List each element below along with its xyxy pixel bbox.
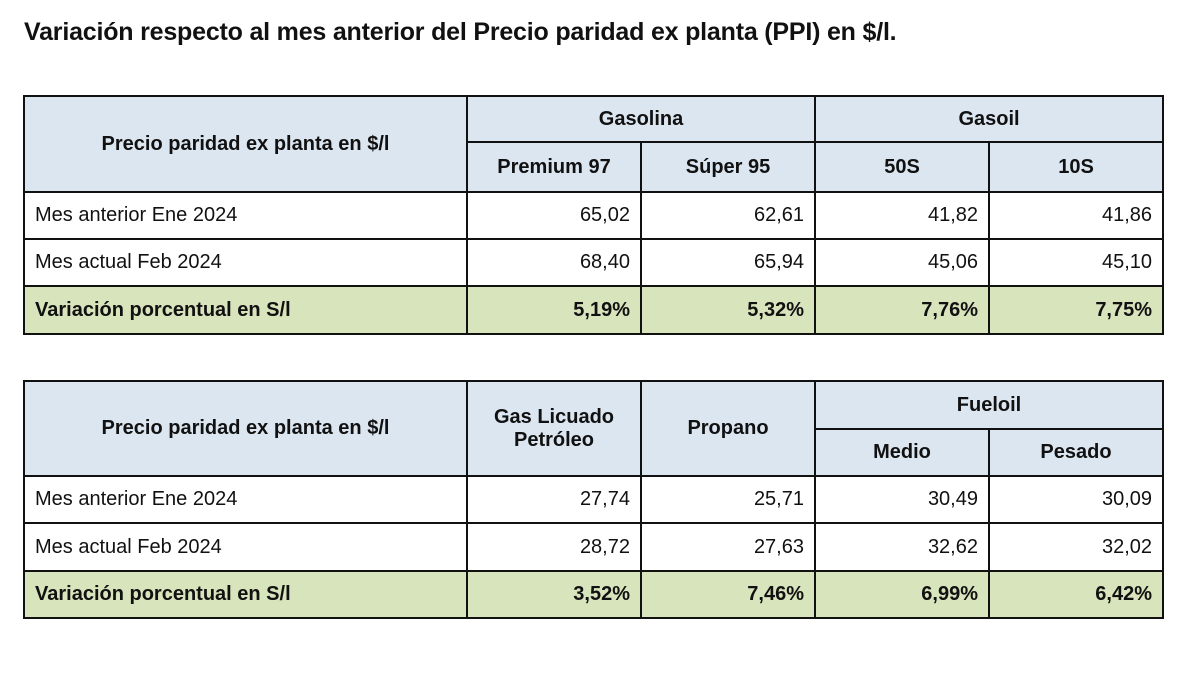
row-label: Variación porcentual en S/l [23,285,468,335]
corner-header: Precio paridad ex planta en $/l [23,95,468,193]
cell: 27,63 [640,522,816,572]
row-label: Mes anterior Ene 2024 [23,475,468,524]
cell: 28,72 [466,522,642,572]
column-header: Pesado [987,428,1165,477]
cell: 32,62 [814,522,990,572]
cell: 3,52% [466,570,642,619]
cell: 30,09 [987,475,1165,524]
cell: 7,46% [640,570,816,619]
variation-row: Variación porcentual en S/l 3,52% 7,46% … [23,570,1165,619]
glp-propano-fueloil-table: Precio paridad ex planta en $/l Gas Licu… [23,380,1165,619]
column-header: Premium 97 [466,141,642,193]
cell: 6,42% [987,570,1165,619]
cell: 5,32% [639,285,817,335]
group-header: Gasolina [465,95,817,143]
cell: 65,02 [466,191,642,240]
cell: 32,02 [987,522,1165,572]
cell: 65,94 [639,238,817,287]
cell: 25,71 [640,475,816,524]
cell: 7,75% [988,285,1165,335]
cell: 45,10 [988,238,1165,287]
row-label: Mes anterior Ene 2024 [23,191,468,240]
cell: 62,61 [639,191,817,240]
row-label: Mes actual Feb 2024 [23,522,468,572]
cell: 5,19% [466,285,642,335]
table-row: Mes anterior Ene 2024 65,02 62,61 41,82 … [23,191,1165,240]
column-header: 10S [988,141,1165,193]
cell: 45,06 [814,238,991,287]
row-label: Mes actual Feb 2024 [23,238,468,287]
cell: 41,86 [988,191,1165,240]
page-title: Variación respecto al mes anterior del P… [24,18,897,46]
table-row: Mes anterior Ene 2024 27,74 25,71 30,49 … [23,475,1165,524]
group-header: Fueloil [813,380,1165,430]
cell: 27,74 [466,475,642,524]
group-header: Gasoil [814,95,1165,143]
column-header: Súper 95 [639,141,817,193]
column-header: Gas Licuado Petróleo [466,380,642,477]
cell: 7,76% [814,285,991,335]
variation-row: Variación porcentual en S/l 5,19% 5,32% … [23,285,1165,335]
corner-header: Precio paridad ex planta en $/l [23,380,468,477]
cell: 30,49 [814,475,990,524]
cell: 41,82 [814,191,991,240]
table-row: Mes actual Feb 2024 68,40 65,94 45,06 45… [23,238,1165,287]
gasolina-gasoil-table: Precio paridad ex planta en $/l Gasolina… [23,95,1165,335]
row-label: Variación porcentual en S/l [23,570,468,619]
column-header: Medio [814,428,990,477]
cell: 6,99% [814,570,990,619]
table-row: Mes actual Feb 2024 28,72 27,63 32,62 32… [23,522,1165,572]
cell: 68,40 [466,238,642,287]
column-header: Propano [640,380,816,477]
column-header: 50S [814,141,991,193]
